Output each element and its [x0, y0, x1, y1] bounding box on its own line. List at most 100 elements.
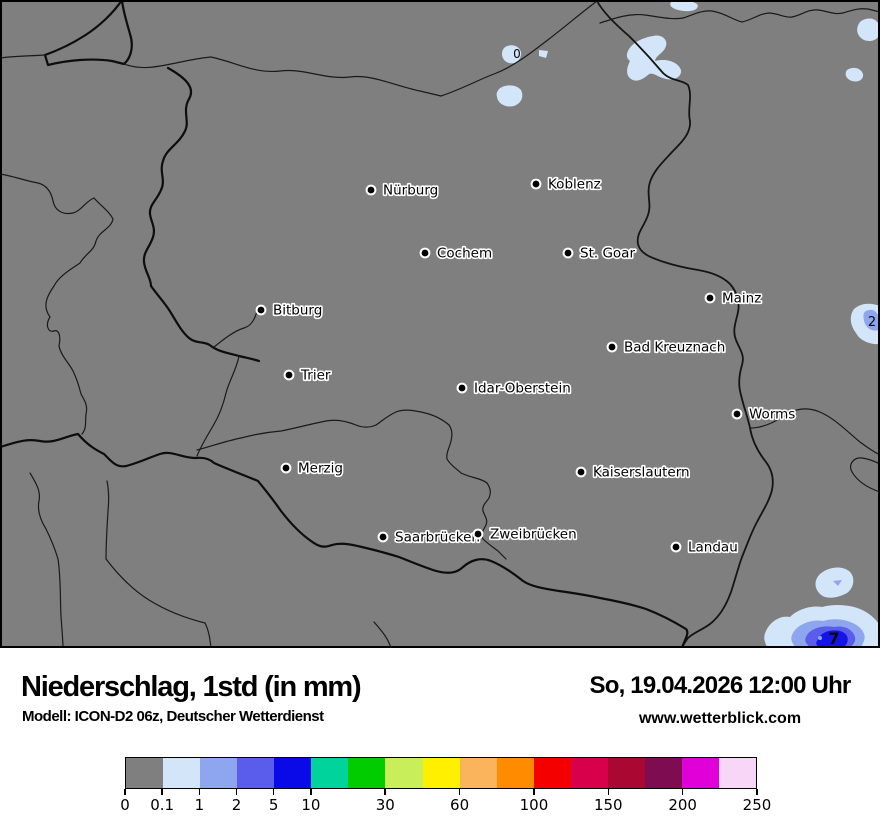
datetime-label: So, 19.04.2026 12:00 Uhr: [589, 672, 852, 699]
city-marker: Trier: [283, 366, 332, 385]
annotation-layer: 0 2 7: [513, 47, 876, 648]
city-marker: Kaiserslautern: [575, 463, 691, 482]
city-marker: Mainz: [704, 289, 763, 308]
city-marker: Bad Kreuznach: [606, 338, 727, 357]
legend-color-segment: [607, 758, 645, 788]
city-label: Bitburg: [273, 303, 322, 319]
border-path: [213, 310, 258, 348]
city-marker: Koblenz: [530, 175, 602, 194]
city-marker: Merzig: [280, 459, 345, 478]
city-dot: [379, 533, 387, 541]
city-label: Kaiserslautern: [593, 465, 690, 481]
legend-tick-label: 30: [375, 796, 395, 814]
precip-patch-light: [501, 45, 522, 64]
legend-tick-label: 200: [668, 796, 697, 814]
city-dot: [608, 343, 616, 351]
city-marker: Worms: [731, 405, 797, 424]
city-dot: [458, 384, 466, 392]
city-label: Worms: [749, 407, 795, 423]
website-label: www.wetterblick.com: [638, 710, 802, 727]
precip-value-label: 0: [513, 47, 521, 61]
border-path: [0, 173, 95, 215]
precip-patch-periwinkle: [863, 309, 880, 331]
border-path: [45, 197, 114, 435]
legend-color-segment: [422, 758, 460, 788]
border-path: [596, 0, 744, 396]
city-label: Koblenz: [548, 177, 601, 193]
state-borders: [0, 0, 880, 648]
precip-patch-light: [857, 18, 880, 41]
city-marker: Saarbrücken: [377, 528, 482, 547]
legend-color-segment: [274, 758, 312, 788]
city-label: Trier: [300, 368, 331, 384]
legend-tick-mark: [235, 789, 238, 795]
border-path: [196, 409, 507, 560]
city-dot: [532, 180, 540, 188]
city-dot: [577, 468, 585, 476]
legend-tick-mark: [533, 789, 535, 795]
border-path: [749, 408, 880, 456]
city-label: Mainz: [722, 291, 761, 307]
legend-tick-mark: [458, 789, 461, 795]
legend-color-segment: [496, 758, 534, 788]
city-label: Landau: [688, 540, 738, 556]
border-path: [43, 0, 124, 57]
border-path: [43, 53, 126, 67]
legend-color-segment: [311, 758, 349, 788]
precip-patch-dark: [816, 630, 848, 648]
city-marker: Idar-Oberstein: [456, 379, 572, 398]
precip-value-label: 7: [828, 629, 839, 648]
city-dot: [706, 294, 714, 302]
legend-color-segment: [385, 758, 423, 788]
city-label: St. Goar: [580, 246, 635, 262]
legend-tick-label: 5: [268, 796, 279, 814]
border-path: [850, 457, 880, 493]
precip-patch-periwinkle: [818, 636, 822, 640]
border-path: [0, 54, 46, 59]
legend-tick-mark: [272, 789, 275, 795]
precip-patch-light: [815, 567, 854, 598]
precip-patch-light: [670, 0, 698, 12]
legend-tick-label: 60: [450, 796, 470, 814]
border-path: [142, 66, 193, 288]
precip-value-label: 2: [868, 315, 876, 330]
legend-tick-mark: [681, 789, 684, 795]
city-marker: Bitburg: [255, 301, 324, 320]
city-dot: [733, 410, 741, 418]
legend-tick-mark: [198, 789, 201, 795]
legend-color-segment: [200, 758, 238, 788]
border-path: [599, 8, 880, 24]
legend-color-segment: [681, 758, 719, 788]
city-dot: [421, 249, 429, 257]
map-canvas: Nürburg Koblenz Cochem St. Goar Bitburg Mainz…: [0, 0, 880, 648]
legend-color-segment: [570, 758, 608, 788]
legend-tick-label: 0.1: [150, 796, 175, 814]
legend-tick-mark: [756, 789, 758, 795]
legend-color-segment: [644, 758, 682, 788]
legend-tick-mark: [161, 789, 163, 795]
border-path: [373, 621, 392, 648]
legend-tick-label: 2: [231, 796, 242, 814]
border-path: [196, 355, 240, 457]
legend-tick-mark: [384, 789, 386, 795]
city-dot: [474, 530, 482, 538]
city-dot: [672, 543, 680, 551]
map-frame: [0, 0, 880, 648]
precipitation-map: Nürburg Koblenz Cochem St. Goar Bitburg Mainz…: [0, 0, 880, 648]
legend-tick-label: 1: [194, 796, 205, 814]
city-marker: Zweibrücken: [472, 525, 578, 544]
legend-tick-label: 100: [519, 796, 549, 814]
legend-color-segment: [348, 758, 386, 788]
legend-colorbar: [125, 757, 757, 789]
precip-patch-light: [539, 50, 548, 58]
city-marker: Landau: [670, 538, 739, 557]
city-dot: [282, 464, 290, 472]
border-path: [105, 480, 212, 648]
city-dot: [285, 371, 293, 379]
precip-patch-light: [496, 85, 523, 107]
city-dot: [367, 186, 375, 194]
city-label: Nürburg: [383, 183, 438, 199]
legend-ticks: 0 0.1 1 2 5 10 30 60 100 150 200 250: [120, 789, 771, 825]
city-layer: Nürburg Koblenz Cochem St. Goar Bitburg Mainz…: [255, 175, 797, 557]
